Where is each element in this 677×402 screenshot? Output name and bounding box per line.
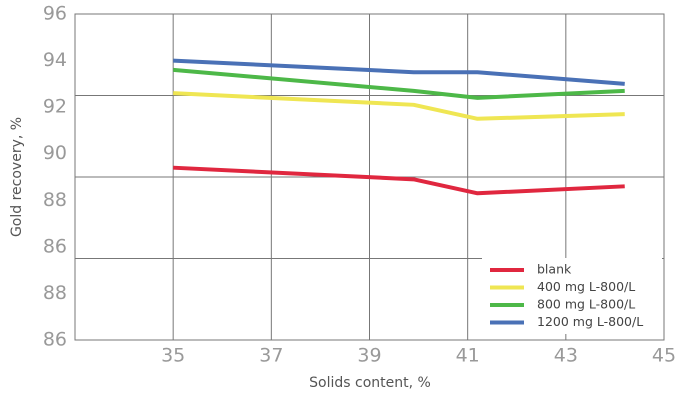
x-tick-label: 37 [259,345,283,367]
x-axis-label: Solids content, % [309,375,431,391]
y-tick-label: 88 [43,189,67,211]
y-axis-label: Gold recovery, % [9,117,25,237]
y-tick-label: 88 [43,282,67,304]
x-tick-label: 35 [161,345,185,367]
y-tick-label: 96 [43,3,67,25]
legend-label: blank [537,262,572,277]
x-tick-label: 45 [652,345,676,367]
x-tick-label: 43 [554,345,578,367]
legend-label: 800 mg L-800/L [537,297,635,312]
series-line [173,91,625,121]
series-line [172,67,625,100]
y-tick-label: 86 [43,235,67,257]
x-tick-label: 41 [456,345,480,367]
legend-label: 1200 mg L-800/L [537,314,643,329]
legend-label: 400 mg L-800/L [537,279,635,294]
x-tick-label: 39 [357,345,381,367]
series-line [173,165,625,196]
y-tick-label: 86 [43,329,67,351]
y-tick-label: 94 [43,49,67,71]
series-line [173,58,625,86]
y-tick-label: 92 [43,96,67,118]
y-tick-label: 90 [43,142,67,164]
